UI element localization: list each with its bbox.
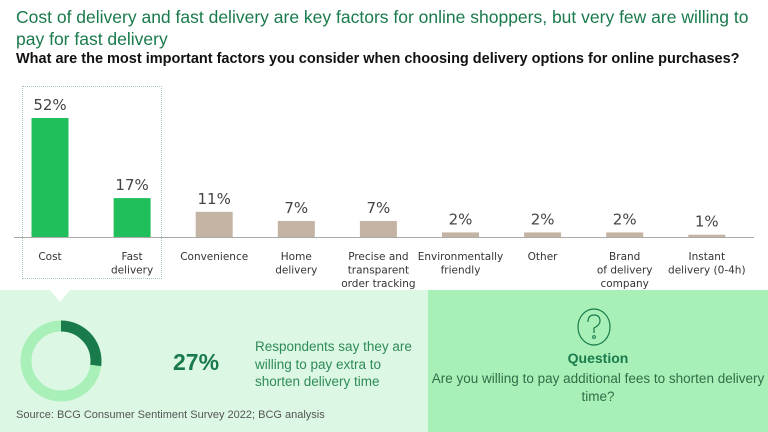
data-label: 2% [531,210,555,228]
bar [195,211,233,237]
data-label: 52% [33,96,66,114]
data-label: 7% [367,199,391,217]
callout-pointer [50,290,70,302]
bar [442,232,479,237]
category-label: order tracking [341,278,415,290]
category-label: Fast [122,251,143,263]
data-label: 17% [115,176,148,194]
bar [688,234,726,237]
category-label: Environmentally [418,251,504,263]
category-label: delivery (0-4h) [668,265,746,277]
page-title: Cost of delivery and fast delivery are k… [16,7,749,49]
category-label: of delivery [597,265,653,277]
question-heading: Question [567,350,629,366]
category-label: delivery [275,265,317,277]
highlight-box [22,86,162,279]
bar [524,232,562,237]
question-text: Are you willing to pay additional fees t… [431,371,765,404]
category-label: Other [528,251,558,263]
bar-chart: 52% Cost 17% Fast delivery 11% Convenience 7% Ho… [31,96,746,290]
data-label: 2% [613,210,637,228]
category-label: Precise and [348,251,408,263]
category-label: Brand [609,251,640,263]
callout-panel [0,290,428,432]
question-icon [577,308,611,346]
category-label: Convenience [180,251,248,263]
category-label: transparent [348,265,409,277]
data-label: 11% [198,190,231,208]
category-label: Cost [38,251,61,263]
data-label: 7% [284,199,308,217]
category-label: delivery [111,265,153,277]
source-note: Source: BCG Consumer Sentiment Survey 20… [16,409,325,421]
bar [277,220,315,237]
callout-text: Respondents say they are willing to pay … [255,339,412,389]
bar [359,220,397,237]
question-panel [428,290,768,432]
callout-value: 27% [173,349,220,375]
category-label: Instant [689,251,726,263]
donut-chart [20,320,102,402]
chart-title: What are the most important factors you … [16,51,740,67]
bar [113,198,151,237]
donut-value-arc [20,320,102,402]
category-label: company [600,278,648,290]
data-label: 1% [695,213,719,231]
category-label: Home [281,251,312,263]
bar [31,118,69,237]
bar [606,232,644,237]
data-label: 2% [449,210,473,228]
category-label: friendly [441,265,481,277]
x-axis [14,237,754,238]
